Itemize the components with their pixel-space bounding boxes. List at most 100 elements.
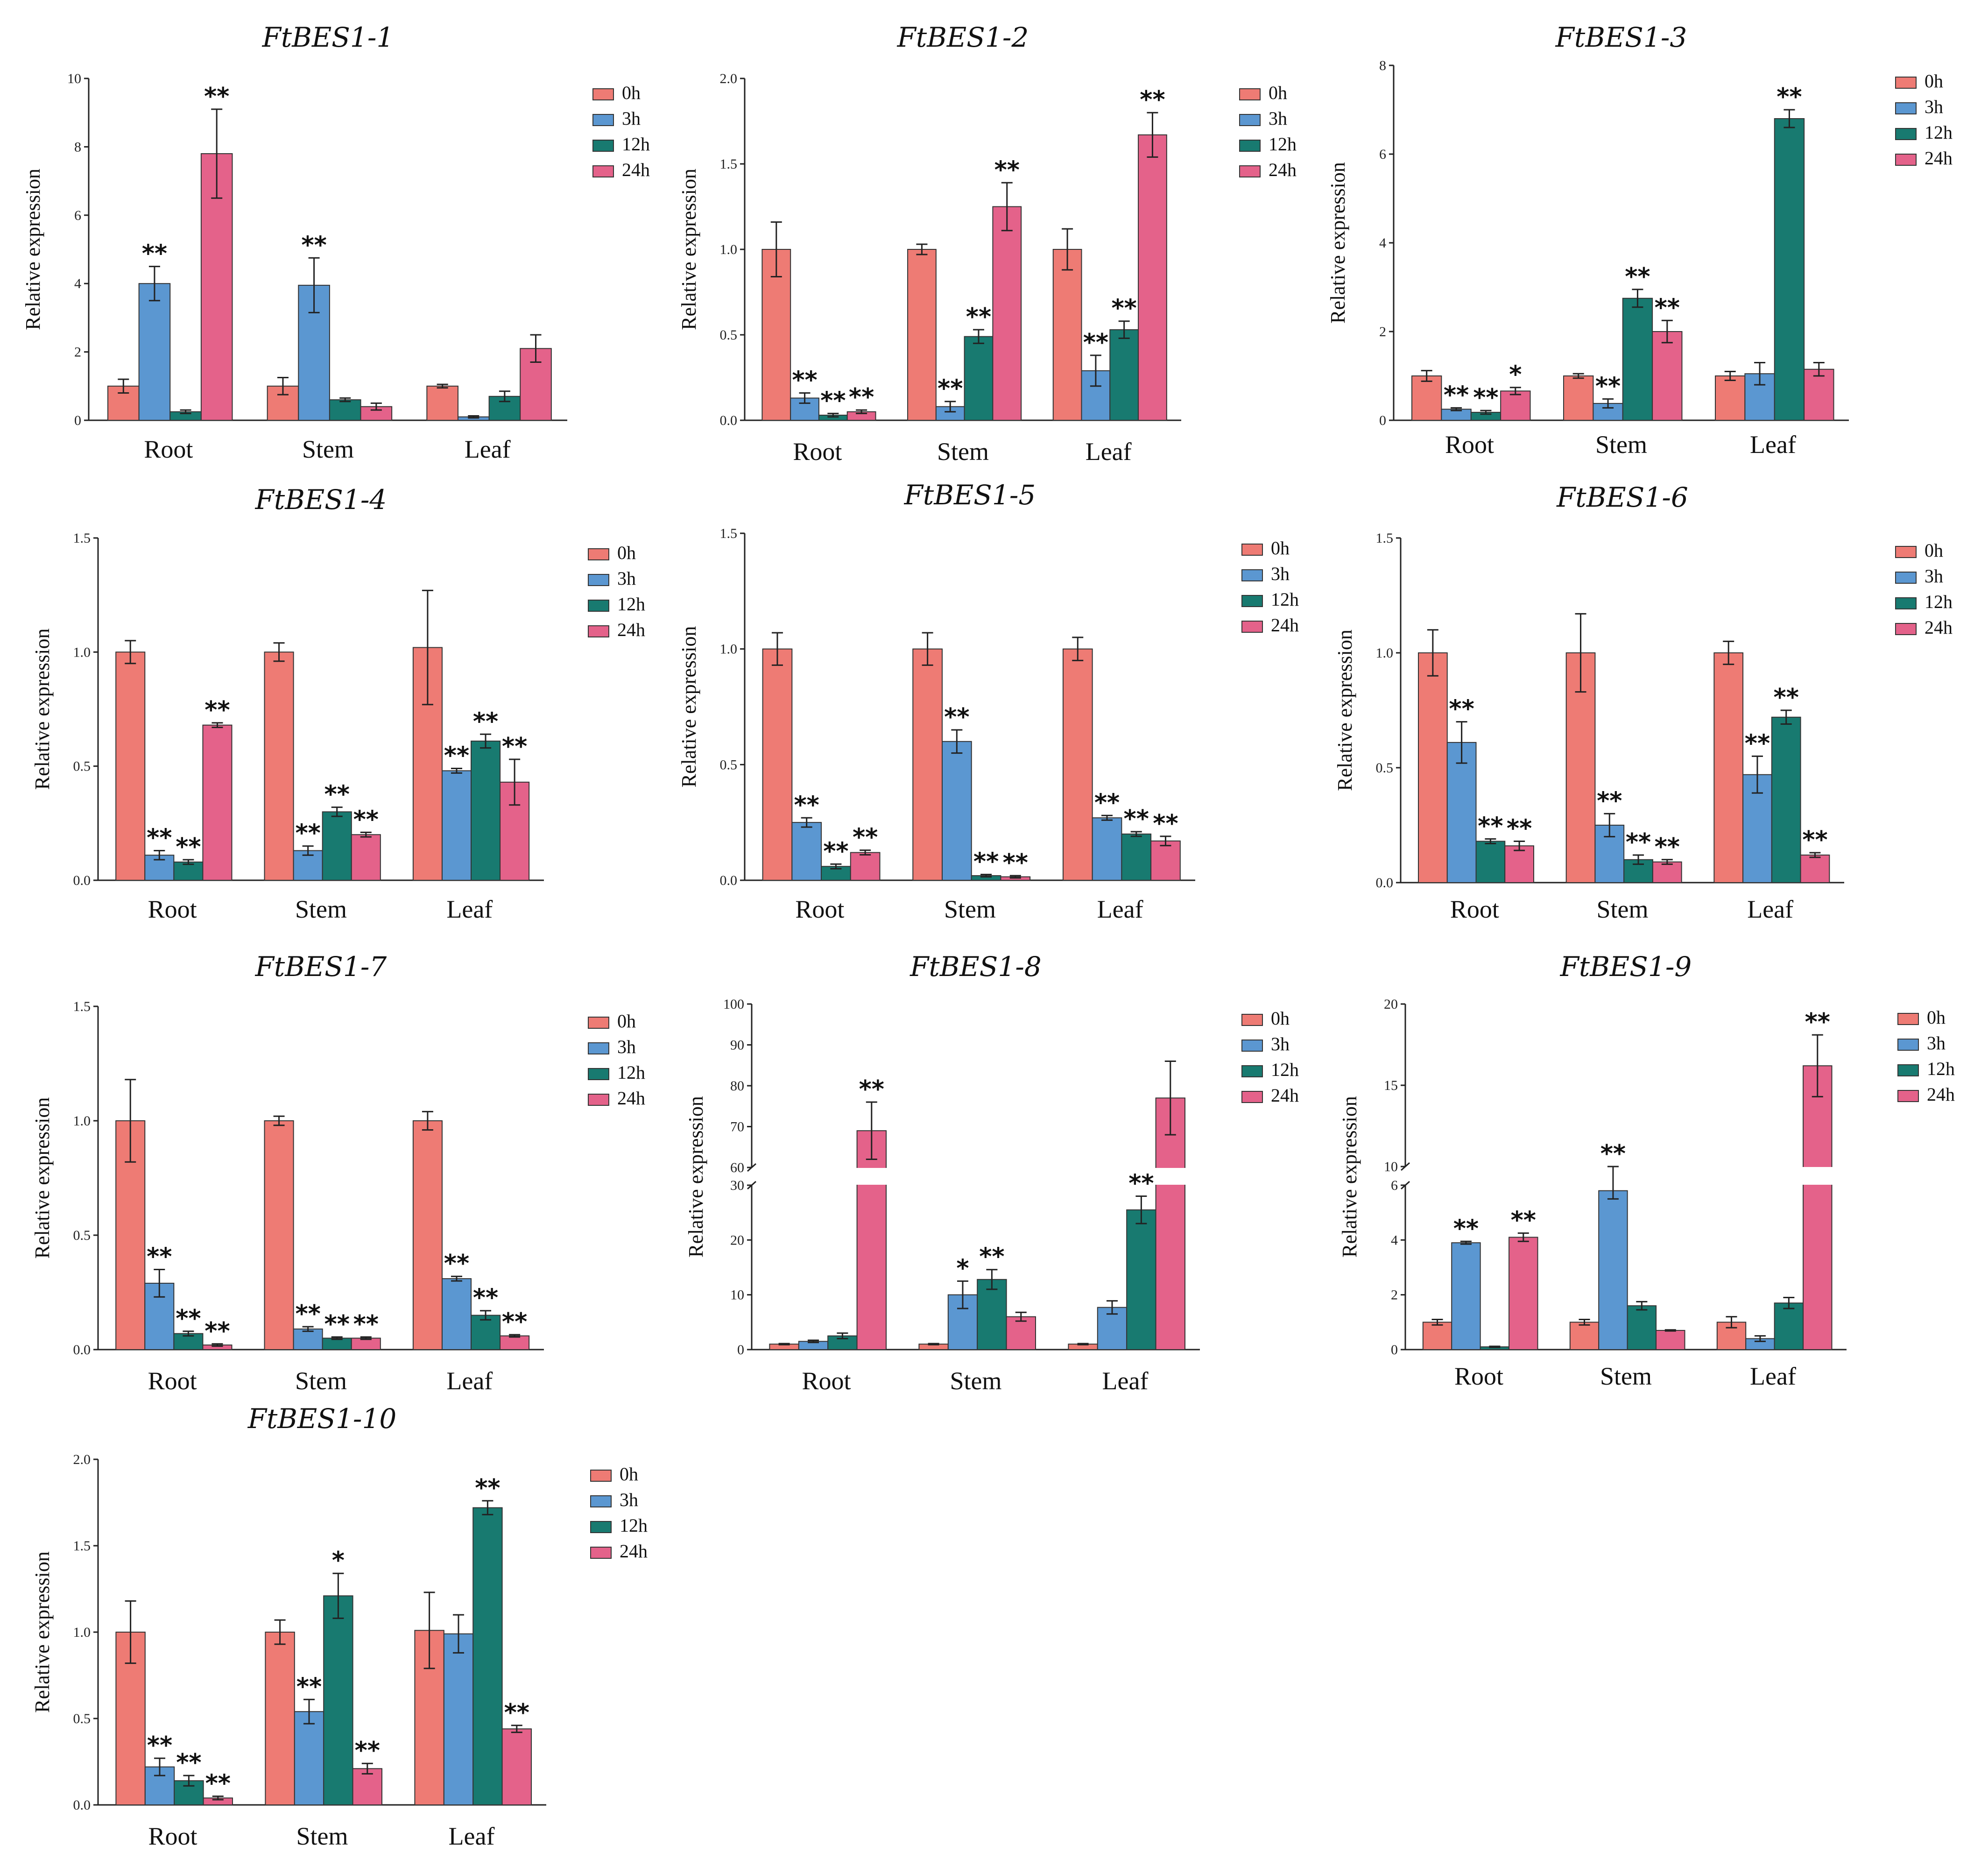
significance-label: ** [1003, 849, 1028, 877]
legend-label-3h: 3h [1271, 1033, 1290, 1054]
error-bar [211, 722, 223, 728]
y-tick-label: 2 [1391, 1287, 1398, 1303]
bar-24h-root [1500, 390, 1531, 421]
error-bar [1480, 410, 1492, 415]
bar-3h-root [791, 822, 822, 881]
significance-label: ** [473, 707, 498, 736]
bar-24h-leaf [1800, 854, 1830, 883]
chart-panel-ftbes1-1: FtBES1-1 Relative expression 0 2 4 6 8 10 ** ** Ro… [21, 21, 650, 463]
y-tick-label: 0.0 [1376, 875, 1394, 891]
significance-label: ** [295, 1300, 320, 1328]
error-bar [125, 1600, 136, 1664]
chart-title: FtBES1-3 [1555, 21, 1687, 53]
significance-label: ** [1128, 1169, 1154, 1197]
error-bar [453, 1614, 464, 1654]
category-label-leaf: Leaf [1747, 895, 1793, 923]
category-label-leaf: Leaf [1097, 895, 1143, 923]
category-label-root: Root [793, 438, 842, 466]
legend-swatch-0h [1241, 1014, 1263, 1026]
legend-label-12h: 12h [1927, 1058, 1955, 1079]
bar-24h-leaf [501, 1728, 532, 1805]
category-label-stem: Stem [937, 438, 989, 466]
error-bar [973, 329, 984, 344]
bar-12h-leaf [1126, 1209, 1156, 1351]
error-bar [1509, 387, 1521, 396]
bar-24h-stem [1652, 861, 1682, 883]
legend-swatch-12h [1895, 128, 1917, 140]
bar-0h-root [115, 651, 146, 881]
bar-24h-leaf [1150, 840, 1181, 881]
legend-label-12h: 12h [617, 1062, 645, 1083]
legend-swatch-0h [1895, 77, 1917, 89]
significance-label: ** [147, 1732, 172, 1760]
error-bar [154, 1269, 165, 1298]
bar-12h-stem [1627, 1305, 1657, 1350]
legend-swatch-0h [1895, 546, 1917, 558]
y-tick-label: 10 [67, 71, 81, 86]
error-bar [1160, 835, 1171, 847]
error-bar [1724, 371, 1736, 381]
significance-label: ** [1745, 729, 1770, 757]
bar-3h-leaf [441, 770, 472, 881]
y-tick-label: 2.0 [720, 71, 738, 86]
legend-swatch-3h [1895, 102, 1917, 114]
category-label-root: Root [1450, 895, 1499, 923]
error-bar [771, 632, 783, 666]
chart-title: FtBES1-2 [897, 21, 1029, 53]
error-bar [339, 397, 351, 403]
legend-swatch-3h [1239, 114, 1261, 126]
y-tick-label: 1.0 [73, 1113, 91, 1129]
significance-label: ** [1140, 86, 1165, 114]
significance-label: ** [1111, 295, 1136, 323]
legend-label-24h: 24h [1269, 159, 1297, 180]
y-tick-label: 1.0 [1376, 645, 1394, 661]
legend-swatch-0h [588, 1017, 609, 1029]
error-bar [1633, 854, 1644, 865]
error-bar [1090, 354, 1101, 387]
y-tick-label: 4 [1391, 1232, 1398, 1248]
significance-label: ** [1600, 1140, 1626, 1168]
chart-panel-ftbes1-5: FtBES1-5 Relative expression 0.0 0.5 1.0 1.5 *… [677, 479, 1299, 923]
error-bar [332, 1572, 344, 1619]
y-tick-label: 2 [74, 345, 81, 360]
significance-label: ** [296, 1673, 322, 1701]
category-label-stem: Stem [296, 1822, 348, 1850]
y-tick-label: 0 [1391, 1342, 1398, 1358]
y-axis-label: Relative expression [1326, 162, 1349, 324]
significance-label: ** [176, 1749, 201, 1777]
legend-swatch-12h [592, 140, 614, 152]
y-tick-label: 1.5 [1376, 530, 1394, 546]
y-tick-label: 1.5 [720, 156, 738, 172]
category-label-root: Root [802, 1367, 851, 1395]
legend-label-24h: 24h [1271, 615, 1299, 636]
significance-label: ** [1453, 1215, 1479, 1243]
significance-label: ** [1511, 1207, 1536, 1235]
category-label-leaf: Leaf [465, 435, 511, 463]
bar-12h-leaf [1774, 1302, 1804, 1350]
y-tick-label: 1.5 [73, 1538, 91, 1554]
error-bar [1072, 637, 1084, 661]
error-bar [1164, 1061, 1176, 1136]
error-bar [1456, 721, 1467, 764]
category-label-leaf: Leaf [449, 1822, 495, 1850]
y-axis-label: Relative expression [1338, 1096, 1361, 1258]
category-label-stem: Stem [950, 1367, 1001, 1395]
significance-label: ** [966, 303, 991, 331]
significance-label: ** [794, 791, 819, 819]
y-axis-label: Relative expression [684, 1096, 707, 1258]
error-bar [1780, 709, 1792, 725]
significance-label: ** [979, 1243, 1004, 1271]
legend-label-0h: 0h [1925, 71, 1943, 92]
legend-label-3h: 3h [1269, 108, 1287, 129]
category-label-root: Root [1445, 431, 1494, 459]
significance-label: ** [1595, 372, 1621, 400]
category-label-root: Root [148, 1367, 197, 1395]
significance-label: ** [1153, 810, 1178, 838]
error-bar [1754, 362, 1766, 386]
error-bar [530, 334, 542, 363]
legend-swatch-24h [1897, 1090, 1919, 1102]
legend-label-0h: 0h [617, 1011, 636, 1032]
error-bar [302, 1326, 314, 1332]
significance-label: ** [301, 231, 326, 259]
bar-3h-stem [1598, 1190, 1628, 1351]
